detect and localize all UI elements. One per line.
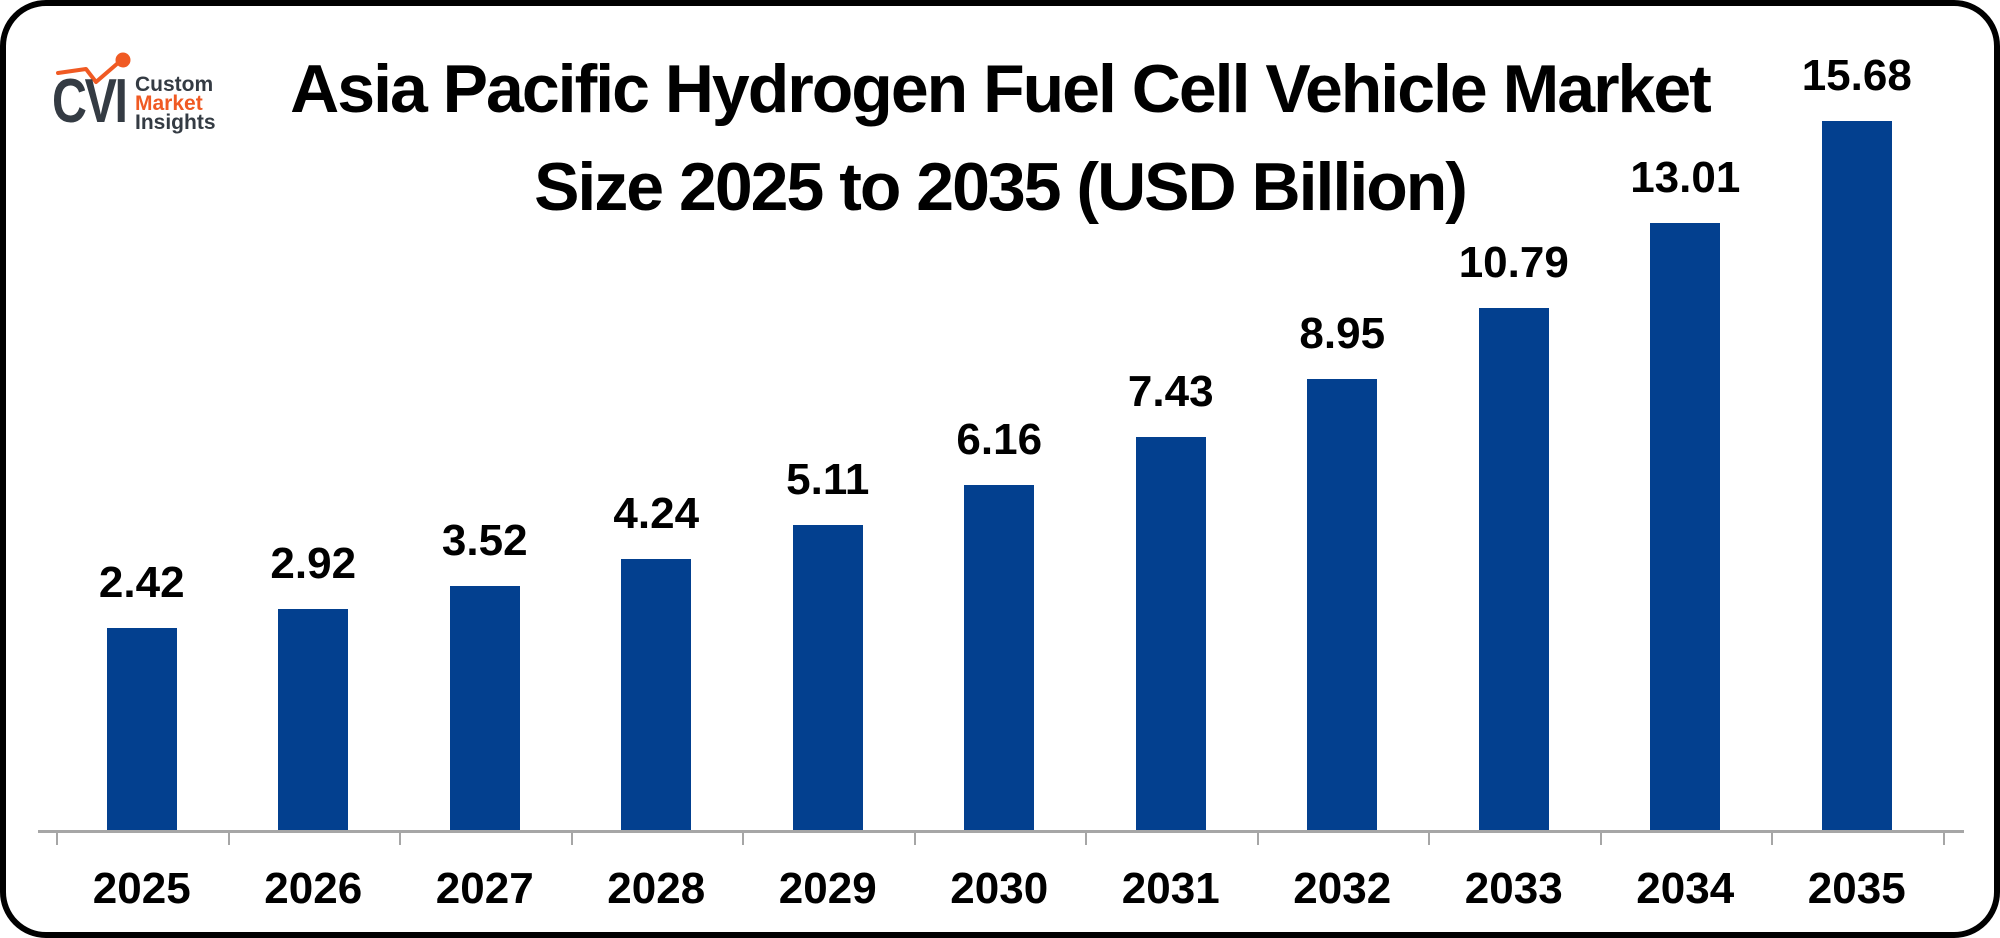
logo-dot-icon (115, 52, 131, 68)
bar-2029 (793, 525, 863, 830)
chart-title-line-1: Asia Pacific Hydrogen Fuel Cell Vehicle … (290, 51, 1712, 127)
x-axis-tick (399, 833, 401, 845)
logo-graphic: CVI Custom Market Insights (52, 52, 216, 135)
value-label-2029: 5.11 (786, 455, 870, 504)
logo-word-insights: Insights (135, 111, 216, 134)
value-label-2028: 4.24 (613, 489, 700, 538)
logo: CVI Custom Market Insights (44, 42, 254, 146)
value-label-2032: 8.95 (1299, 309, 1386, 358)
bar-2033 (1479, 308, 1549, 830)
plot-area: 2.42 2.92 3.52 4.24 5.11 6.16 7.43 8.95 10.79 13.… (56, 0, 1942, 830)
value-label-2034: 13.01 (1630, 153, 1741, 202)
bar-2030 (964, 485, 1034, 830)
bar-2035 (1822, 121, 1892, 830)
x-axis-label-2026: 2026 (264, 864, 363, 913)
value-label-2030: 6.16 (956, 415, 1043, 464)
value-label-2025: 2.42 (98, 558, 185, 607)
x-axis-tick (1943, 833, 1945, 845)
x-axis-tick (1428, 833, 1430, 845)
x-axis-label-2032: 2032 (1293, 864, 1392, 913)
x-axis-label-2033: 2033 (1464, 864, 1563, 913)
x-axis-tick (1085, 833, 1087, 845)
bar-2027 (450, 586, 520, 830)
x-axis-label-2035: 2035 (1807, 864, 1906, 913)
value-label-2026: 2.92 (270, 539, 357, 588)
x-axis-line (38, 830, 1964, 833)
bar-2034 (1650, 223, 1720, 830)
x-axis-label-2034: 2034 (1636, 864, 1735, 913)
value-label-2027: 3.52 (441, 516, 528, 565)
x-axis-label-2025: 2025 (92, 864, 191, 913)
x-axis-tick (1257, 833, 1259, 845)
x-axis-tick (914, 833, 916, 845)
x-axis-label-2028: 2028 (607, 864, 706, 913)
x-axis-tick (1771, 833, 1773, 845)
logo-monogram: CVI (52, 66, 126, 135)
logo-zigzag-line-icon (56, 61, 120, 84)
x-axis-label-2029: 2029 (778, 864, 877, 913)
value-label-2031: 7.43 (1127, 367, 1214, 416)
x-axis-tick (1600, 833, 1602, 845)
bar-2032 (1307, 379, 1377, 830)
x-axis-label-2027: 2027 (435, 864, 534, 913)
chart-title: Asia Pacific Hydrogen Fuel Cell Vehicle … (0, 40, 2000, 236)
x-axis-tick (56, 833, 58, 845)
x-axis-label-2031: 2031 (1121, 864, 1220, 913)
x-axis-tick (228, 833, 230, 845)
bar-2026 (278, 609, 348, 830)
bar-2028 (621, 559, 691, 830)
x-axis-tick (571, 833, 573, 845)
x-axis-tick (742, 833, 744, 845)
logo-word-market: Market (135, 92, 203, 115)
value-label-2035: 15.68 (1801, 51, 1912, 100)
logo-word-custom: Custom (135, 73, 213, 96)
value-label-2033: 10.79 (1458, 238, 1569, 287)
bar-2031 (1136, 437, 1206, 830)
x-axis-label-2030: 2030 (950, 864, 1049, 913)
bar-2025 (107, 628, 177, 830)
chart-title-line-2: Size 2025 to 2035 (USD Billion) (534, 149, 1468, 225)
